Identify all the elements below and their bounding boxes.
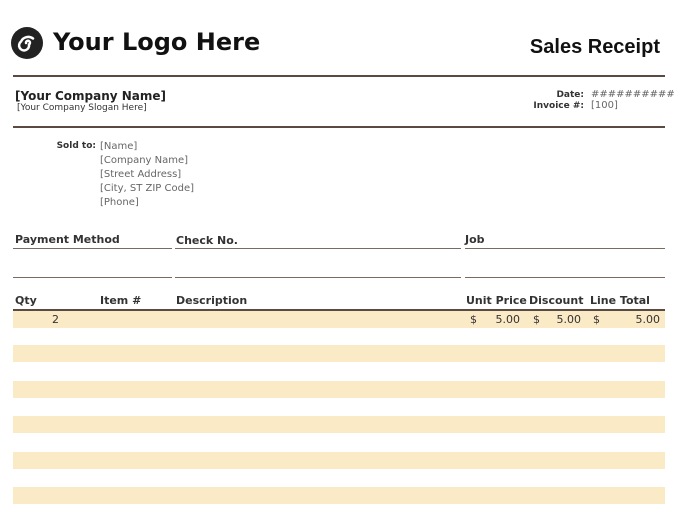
amount: 5.00 <box>635 313 661 326</box>
column-header: Item # <box>100 294 142 307</box>
payment-header: Job <box>465 233 485 246</box>
payment-header: Payment Method <box>15 233 120 246</box>
currency-symbol: $ <box>593 313 600 326</box>
logo-icon <box>11 27 43 59</box>
sold-to-line: [Street Address] <box>100 169 182 180</box>
sold-to-line: [Phone] <box>100 197 139 208</box>
logo-text: Your Logo Here <box>53 28 261 56</box>
column-header: Line Total <box>590 294 650 307</box>
amount: 5.00 <box>495 313 521 326</box>
currency-symbol: $ <box>470 313 477 326</box>
sold-to-label: Sold to: <box>56 141 96 151</box>
payment-header: Check No. <box>176 234 238 247</box>
slogan: [Your Company Slogan Here] <box>17 103 147 113</box>
sold-to-line: [Name] <box>100 141 138 152</box>
title: Sales Receipt <box>529 36 660 58</box>
date-label: Date: <box>556 90 584 100</box>
date-value: ########### <box>591 89 675 100</box>
amount: 5.00 <box>556 313 582 326</box>
currency-symbol: $ <box>533 313 540 326</box>
column-header: Unit Price <box>466 294 527 307</box>
invoice-label: Invoice #: <box>533 101 584 111</box>
invoice-value: [100] <box>591 100 618 111</box>
column-header: Qty <box>15 294 37 307</box>
column-header: Description <box>176 294 248 307</box>
column-header: Discount <box>529 294 584 307</box>
sold-to-line: [Company Name] <box>100 155 189 166</box>
qty: 2 <box>52 313 59 326</box>
sold-to-line: [City, ST ZIP Code] <box>100 183 195 194</box>
company-name: [Your Company Name] <box>15 89 167 103</box>
